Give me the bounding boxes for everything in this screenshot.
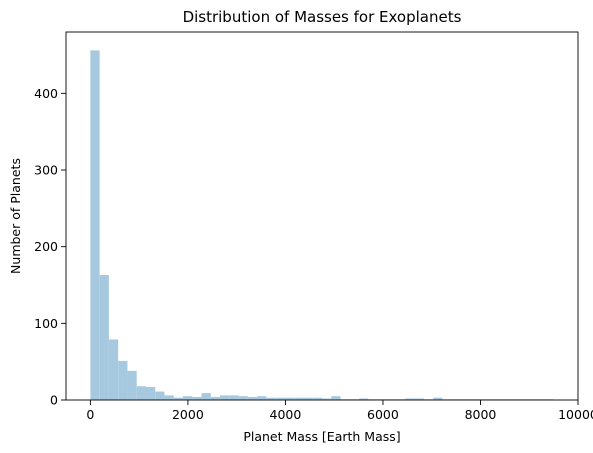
x-tick-label: 8000 bbox=[465, 407, 497, 422]
histogram-bar bbox=[127, 370, 137, 400]
plot-frame bbox=[65, 31, 579, 401]
histogram-bar bbox=[322, 398, 332, 400]
histogram-bar bbox=[155, 391, 165, 400]
chart-title: Distribution of Masses for Exoplanets bbox=[183, 8, 462, 26]
x-tick-label: 0 bbox=[86, 407, 94, 422]
histogram-bar bbox=[414, 398, 424, 400]
histogram-bar bbox=[294, 397, 304, 400]
histogram-bar bbox=[229, 395, 239, 400]
histogram-bar bbox=[201, 393, 211, 400]
histogram-bar bbox=[145, 386, 156, 400]
histogram-bar bbox=[238, 396, 248, 400]
y-tick-label: 200 bbox=[34, 239, 58, 254]
histogram-bar bbox=[99, 275, 109, 400]
y-axis-ticks: 0 100 200 300 400 bbox=[34, 86, 66, 408]
y-tick-label: 400 bbox=[34, 86, 58, 101]
histogram-bar bbox=[284, 397, 295, 400]
y-tick-label: 100 bbox=[34, 316, 58, 331]
histogram-bar bbox=[303, 397, 313, 400]
y-tick-label: 0 bbox=[50, 393, 58, 408]
histogram-bar bbox=[257, 396, 267, 400]
histogram-bar bbox=[266, 397, 276, 400]
histogram-bar bbox=[118, 360, 128, 400]
histogram-bar bbox=[312, 397, 322, 400]
histogram-bars bbox=[90, 50, 554, 401]
histogram-bar bbox=[220, 395, 230, 400]
x-axis-label: Planet Mass [Earth Mass] bbox=[243, 429, 400, 444]
histogram-bar bbox=[247, 396, 258, 400]
histogram-bar bbox=[173, 397, 184, 400]
x-tick-label: 2000 bbox=[172, 407, 204, 422]
histogram-bar bbox=[192, 396, 202, 400]
histogram-bar bbox=[405, 398, 415, 400]
histogram-bar bbox=[275, 397, 285, 400]
x-tick-label: 6000 bbox=[367, 407, 399, 422]
x-tick-label: 4000 bbox=[270, 407, 302, 422]
histogram-bar bbox=[359, 398, 369, 400]
histogram-bar bbox=[136, 386, 146, 400]
y-axis-label: Number of Planets bbox=[8, 158, 23, 274]
y-tick-label: 300 bbox=[34, 163, 58, 178]
histogram-bar bbox=[183, 396, 193, 400]
histogram-bar bbox=[164, 395, 174, 400]
histogram-bar bbox=[90, 50, 100, 401]
histogram-bar bbox=[331, 396, 341, 400]
histogram-bar bbox=[210, 396, 221, 400]
histogram-bar bbox=[433, 397, 443, 400]
histogram-bar bbox=[108, 339, 119, 400]
